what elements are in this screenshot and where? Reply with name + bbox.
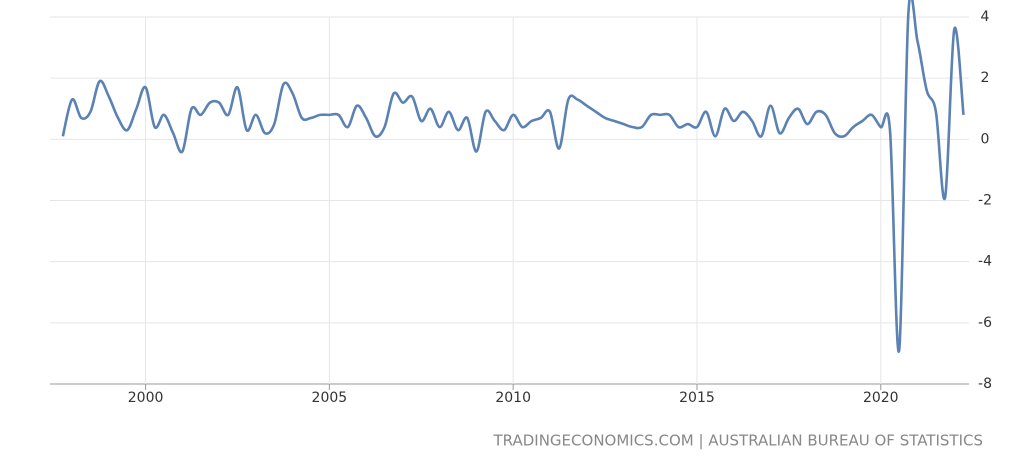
y-tick-label: 0 [981, 131, 990, 147]
source: TRADINGECONOMICS.COM | AUSTRALIAN BUREAU… [493, 432, 984, 450]
x-tick-label: 2000 [128, 390, 164, 406]
x-tick-label: 2015 [679, 390, 715, 406]
x-tick-label: 2020 [863, 390, 899, 406]
y-tick-label: -8 [978, 376, 992, 392]
y-tick-label: -6 [978, 315, 992, 331]
x-tick-label: 2010 [495, 390, 531, 406]
y-tick-label: 2 [981, 70, 990, 86]
data-line [61, 0, 965, 353]
y-tick-label: -2 [978, 193, 992, 209]
y-tick-label: 4 [981, 9, 990, 25]
y-tick-label: -4 [978, 254, 992, 270]
x-tick-label: 2005 [312, 390, 348, 406]
